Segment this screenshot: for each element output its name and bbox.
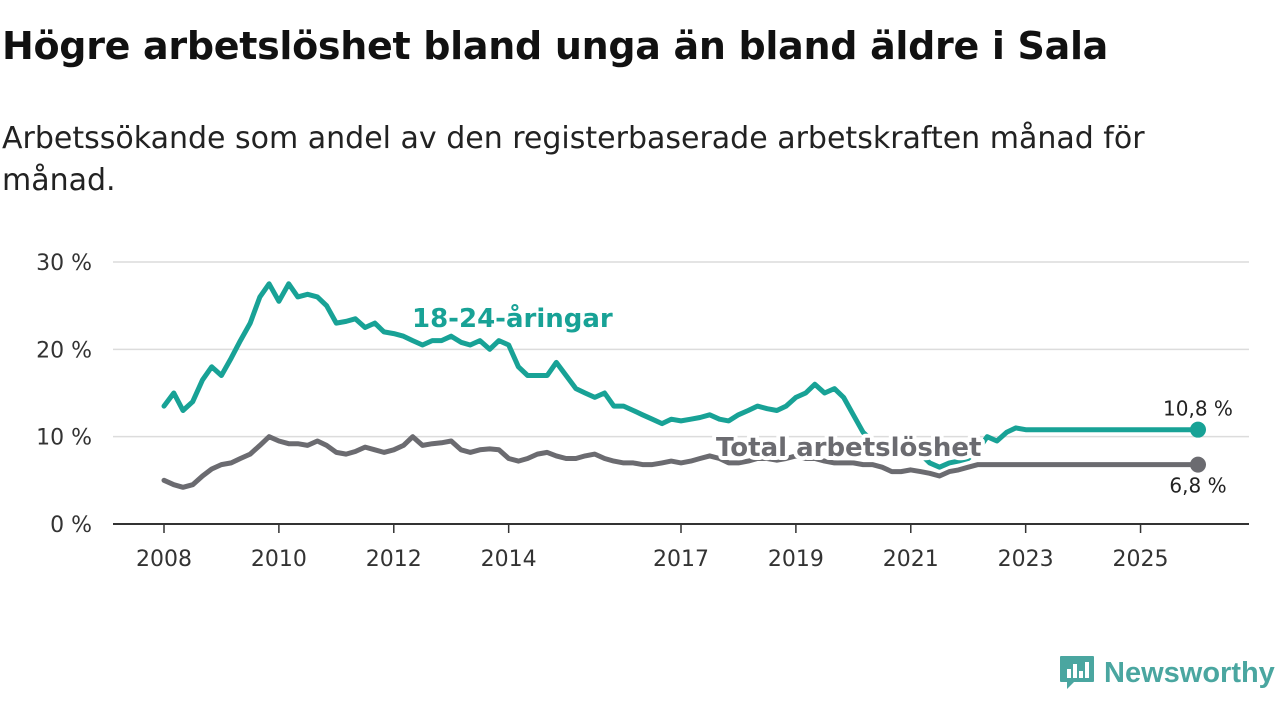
series-line-0 <box>161 281 1201 470</box>
x-tick-label: 2014 <box>481 547 537 572</box>
x-axis: 2008 2010 2012 2014 2017 2019 2021 2023 2025 <box>113 523 1249 572</box>
y-tick-label: 30 % <box>36 251 92 276</box>
x-tick-label: 2023 <box>998 547 1054 572</box>
gridlines <box>113 261 1249 438</box>
end-value-label: 10,8 % <box>1163 397 1233 421</box>
brand-name: Newsworthy <box>1104 656 1275 689</box>
y-tick-label: 20 % <box>36 338 92 363</box>
series-end-point-0 <box>1190 421 1206 438</box>
series-line-1 <box>161 434 1201 490</box>
chart-title: Högre arbetslöshet bland unga än bland ä… <box>2 24 1109 68</box>
y-tick-label: 0 % <box>50 513 92 538</box>
chart-subtitle: Arbetssökande som andel av den registerb… <box>2 121 1145 198</box>
x-tick-label: 2012 <box>366 547 422 572</box>
x-tick-label: 2021 <box>883 547 939 572</box>
end-value-label: 6,8 % <box>1169 474 1226 498</box>
series-lines <box>161 281 1206 490</box>
y-axis: 0 % 10 % 20 % 30 % <box>36 251 92 538</box>
x-tick-label: 2010 <box>251 547 307 572</box>
series-name-label: Total arbetslöshet <box>716 433 981 463</box>
x-tick-label: 2008 <box>136 547 192 572</box>
x-tick-label: 2017 <box>653 547 709 572</box>
y-tick-label: 10 % <box>36 426 92 451</box>
x-tick-label: 2025 <box>1113 547 1169 572</box>
series-end-point-1 <box>1190 456 1206 473</box>
newsworthy-logo-icon <box>1060 656 1094 689</box>
x-tick-label: 2019 <box>768 547 824 572</box>
series-labels: 10,8 % 6,8 % 18-24-åringar Total arbetslösh… <box>408 298 1233 498</box>
series-name-label: 18-24-åringar <box>412 302 613 334</box>
newsworthy-brand[interactable]: Newsworthy <box>1058 654 1275 692</box>
